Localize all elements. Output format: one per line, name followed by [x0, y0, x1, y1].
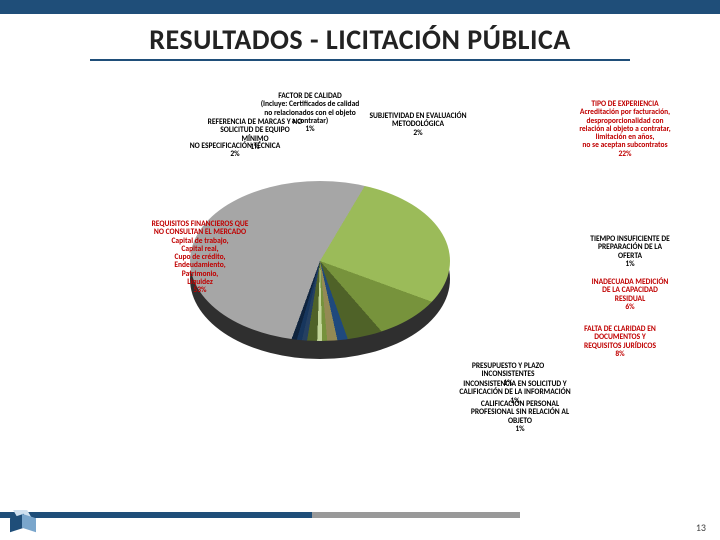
logo-icon — [10, 510, 40, 534]
page-number: 13 — [696, 521, 706, 534]
chart-label-falta_claridad: FALTA DE CLARIDAD ENDOCUMENTOS YREQUISIT… — [545, 326, 695, 359]
chart-label-tipo_experiencia: TIPO DE EXPERIENCIAAcreditación por fact… — [545, 101, 705, 159]
chart-label-calificacion_profesional: CALIFICACIÓN PERSONALPROFESIONAL SIN REL… — [430, 401, 610, 434]
chart-label-requisitos_financieros: REQUISITOS FINANCIEROS QUENO CONSULTAN E… — [120, 221, 280, 295]
chart-label-tiempo_insuficiente: TIEMPO INSUFICIENTE DEPREPARACIÓN DE LAO… — [555, 236, 705, 269]
header-bar — [0, 0, 720, 14]
page-title: RESULTADOS - LICITACIÓN PÚBLICA — [0, 22, 720, 57]
chart-label-no_especificacion: NO ESPECIFICACIÓN TÉCNICA2% — [165, 143, 305, 160]
chart-label-inadecuada_capacidad: INADECUADA MEDICIÓNDE LA CAPACIDADRESIDU… — [555, 279, 705, 312]
pie-chart-area: FACTOR DE CALIDAD(Incluye: Certificados … — [0, 61, 720, 501]
chart-label-subjetividad: SUBJETIVIDAD EN EVALUACIÓNMETODOLÓGICA2% — [338, 113, 498, 138]
footer-bar — [0, 512, 520, 518]
